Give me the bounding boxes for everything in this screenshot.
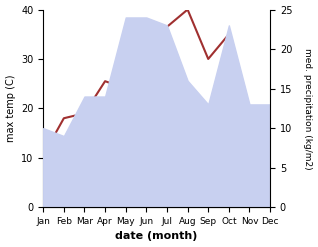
Y-axis label: med. precipitation (kg/m2): med. precipitation (kg/m2) <box>303 48 313 169</box>
Y-axis label: max temp (C): max temp (C) <box>5 75 16 142</box>
X-axis label: date (month): date (month) <box>115 231 198 242</box>
